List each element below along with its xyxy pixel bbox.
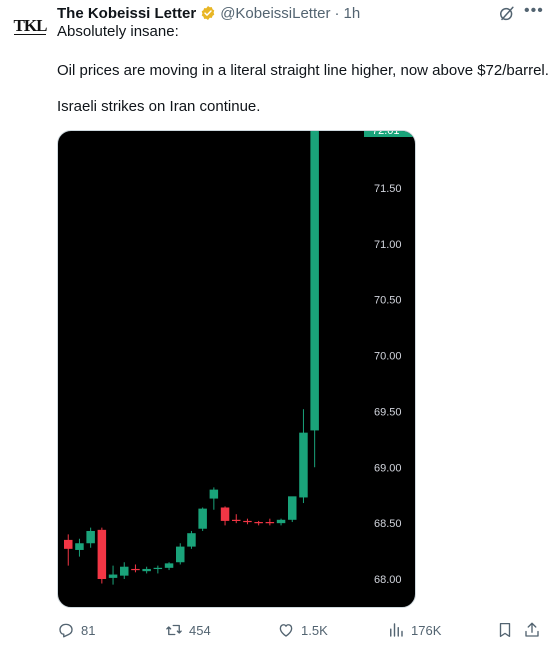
candle-body <box>187 533 196 547</box>
author-name[interactable]: The Kobeissi Letter <box>57 4 197 22</box>
repost-count: 454 <box>189 622 211 638</box>
candle <box>142 566 151 574</box>
candle-body <box>97 529 107 579</box>
last-price-tag <box>364 131 415 137</box>
header-separator: · <box>334 4 340 22</box>
candle-body <box>64 539 73 549</box>
candle-body <box>254 522 263 524</box>
tweet-actions: 81 454 1.5K 176K <box>57 618 547 642</box>
candle-body <box>276 519 286 524</box>
candle <box>243 518 252 525</box>
candle <box>187 530 196 549</box>
candle-body <box>243 520 252 523</box>
candle <box>299 409 308 504</box>
candle <box>232 514 241 524</box>
tweet-header: The Kobeissi Letter @KobeissiLetter · 1h <box>57 4 360 22</box>
candle <box>220 506 230 526</box>
tweet-timestamp[interactable]: 1h <box>343 4 361 22</box>
reply-count: 81 <box>81 622 96 638</box>
y-tick-label: 68.00 <box>374 574 402 586</box>
y-tick-label: 71.50 <box>374 183 402 195</box>
candle-body <box>153 567 163 570</box>
candle <box>108 565 118 585</box>
avatar-logo-text: TKL <box>13 15 47 35</box>
candle-body <box>310 131 319 431</box>
candle-body <box>299 432 308 498</box>
candle-body <box>209 489 219 499</box>
candle <box>209 487 219 510</box>
y-tick-label: 70.50 <box>374 295 402 307</box>
candle-body <box>176 546 185 563</box>
repost-button[interactable]: 454 <box>165 618 211 642</box>
grok-icon[interactable] <box>497 4 517 24</box>
verified-badge-icon <box>201 6 215 20</box>
tweet-text-line-1: Absolutely insane: <box>57 23 179 40</box>
price-chart: 68.00 68.50 69.00 69.50 70.00 70.50 71.00 71.50… <box>64 131 415 586</box>
y-tick-label: 68.50 <box>374 518 402 530</box>
candle <box>254 520 263 526</box>
views-button[interactable]: 176K <box>387 618 441 642</box>
candle <box>64 534 73 566</box>
candle <box>276 518 286 526</box>
candle <box>288 496 297 523</box>
tweet-media-chart[interactable]: 68.00 68.50 69.00 69.50 70.00 70.50 71.00 71.50… <box>57 130 416 608</box>
candle-body <box>220 507 230 521</box>
candle <box>97 527 107 584</box>
candle-body <box>108 574 118 578</box>
share-icon[interactable] <box>523 621 541 639</box>
author-handle[interactable]: @KobeissiLetter <box>220 4 331 22</box>
candle <box>131 564 140 573</box>
tweet-text-line-2: Oil prices are moving in a literal strai… <box>57 62 549 79</box>
bookmark-icon[interactable] <box>496 621 514 639</box>
candle <box>120 562 129 579</box>
view-count: 176K <box>411 622 442 638</box>
candle <box>86 527 95 548</box>
y-tick-label: 71.00 <box>374 239 402 251</box>
candle <box>75 538 84 557</box>
candle <box>176 543 185 565</box>
y-tick-label: 69.50 <box>374 406 402 418</box>
candle-body <box>131 568 140 571</box>
avatar[interactable]: TKL <box>10 6 50 46</box>
candle <box>310 131 319 468</box>
views-bar-chart-icon <box>390 623 403 637</box>
candle <box>198 507 207 531</box>
candle-body <box>75 543 84 550</box>
candle-body <box>142 568 151 572</box>
repost-icon <box>166 624 182 636</box>
candle <box>153 565 163 574</box>
candle-body <box>86 530 95 544</box>
candle-body <box>232 519 241 521</box>
candle <box>265 518 275 526</box>
candle-body <box>120 566 129 576</box>
candle <box>164 562 174 571</box>
heart-icon <box>279 624 293 637</box>
reply-button[interactable]: 81 <box>57 618 95 642</box>
tweet-text-line-3: Israeli strikes on Iran continue. <box>57 98 261 115</box>
last-price-label: 72.01 <box>372 131 400 137</box>
like-count: 1.5K <box>301 622 328 638</box>
candle-body <box>164 563 174 568</box>
more-options-icon[interactable]: ••• <box>524 2 544 19</box>
candle-body <box>198 508 207 529</box>
candle-body <box>288 496 297 520</box>
like-button[interactable]: 1.5K <box>277 618 328 642</box>
reply-icon <box>59 623 73 638</box>
candle-body <box>265 522 275 524</box>
y-tick-label: 69.00 <box>374 462 402 474</box>
y-tick-label: 70.00 <box>374 351 402 363</box>
